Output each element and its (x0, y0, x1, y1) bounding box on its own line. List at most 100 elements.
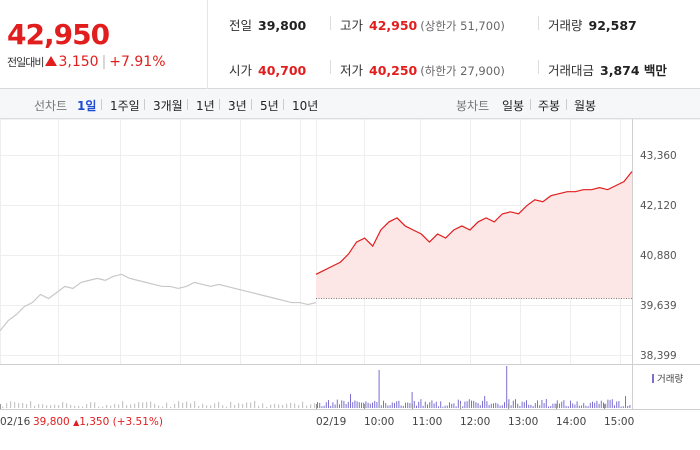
volume-bar (98, 406, 100, 408)
volume-bar (473, 400, 475, 408)
volume-bar (319, 402, 321, 408)
divider (283, 99, 284, 110)
volume-bar (310, 404, 312, 408)
volume-bar (583, 403, 585, 408)
volume-bar (629, 404, 631, 408)
tab-monthly-candle[interactable]: 월봉 (574, 99, 597, 113)
divider (330, 16, 331, 30)
stat-value: 40,250 (369, 63, 418, 78)
volume-bar (411, 392, 413, 408)
volume-bar (589, 402, 591, 408)
volume-bar (118, 404, 120, 408)
volume-bar (222, 405, 224, 408)
volume-bar (278, 404, 280, 408)
volume-bar (258, 405, 260, 408)
upper-limit: (상한가 51,700) (420, 19, 505, 33)
volume-bar (471, 400, 472, 408)
volume-legend-label: 거래량 (657, 373, 683, 385)
volume-bar (420, 399, 422, 408)
volume-bar (290, 402, 292, 408)
volume-bar (521, 401, 523, 408)
volume-bar (396, 401, 398, 408)
tab-5year[interactable]: 5년 (260, 99, 279, 113)
volume-bar (317, 402, 318, 408)
volume-bar (438, 406, 439, 408)
volume-bar (398, 400, 400, 408)
up-triangle-icon (45, 56, 58, 66)
volume-bar (138, 402, 140, 408)
stat-label: 거래대금 (548, 63, 595, 78)
x-tick-label: 13:00 (508, 416, 538, 428)
x-tick-label: 15:00 (604, 416, 634, 428)
x-tick-label: 02/16 (0, 416, 31, 428)
volume-bar (526, 400, 527, 408)
up-triangle-icon: ▲ (73, 418, 80, 427)
volume-bar (22, 403, 24, 408)
tab-10year[interactable]: 10년 (292, 99, 319, 113)
volume-bar (282, 404, 284, 408)
volume-bar (70, 404, 72, 408)
volume-bar (490, 403, 492, 408)
tab-3month[interactable]: 3개월 (153, 99, 183, 113)
tab-1day[interactable]: 1일 (77, 99, 97, 113)
stat-value: 40,700 (258, 63, 307, 78)
volume-bar (254, 401, 256, 408)
stat-label: 저가 (340, 63, 364, 78)
today-area-fill (316, 171, 632, 299)
volume-bar (321, 406, 323, 408)
volume-bar (238, 403, 240, 408)
divider (219, 99, 220, 110)
volume-bar (528, 404, 530, 408)
volume-bar (34, 405, 36, 408)
tab-1year[interactable]: 1년 (196, 99, 215, 113)
volume-bar (182, 402, 184, 408)
tab-1week[interactable]: 1주일 (110, 99, 140, 113)
volume-bar (198, 406, 200, 408)
volume-bar (294, 403, 296, 408)
volume-bar (46, 405, 48, 408)
volume-bar (298, 405, 300, 408)
volume-bar (226, 406, 228, 408)
volume-bar (479, 405, 481, 408)
volume-bar (416, 405, 417, 408)
volume-bar (484, 396, 486, 408)
volume-bar (607, 399, 609, 408)
stat-label: 시가 (229, 63, 253, 78)
volume-bar (202, 403, 204, 408)
volume-bar (475, 402, 477, 408)
volume-bar (431, 400, 433, 408)
volume-bar (150, 401, 152, 408)
stat-label: 전일 (229, 18, 253, 33)
volume-bar (206, 405, 208, 408)
tab-daily-candle[interactable]: 일봉 (502, 99, 525, 113)
tab-weekly-candle[interactable]: 주봉 (538, 99, 561, 113)
stat-high: 고가 42,950 (상한가 51,700) (340, 15, 505, 34)
volume-bar (190, 403, 192, 408)
price-change: 전일대비 3,150 | +7.91% (7, 54, 166, 70)
volume-bar (433, 403, 435, 408)
volume-bar (376, 401, 378, 408)
y-axis: 43,360 42,120 40,880 39,639 38,399 (640, 150, 677, 362)
x-tick-label: 11:00 (412, 416, 442, 428)
volume-bar (532, 406, 534, 408)
volume-bar (394, 403, 395, 408)
volume-bar (418, 401, 420, 408)
prev-day-line (0, 273, 317, 332)
volume-bar (330, 405, 332, 408)
volume-bar (449, 402, 450, 408)
volume-bar (194, 401, 196, 408)
volume-bar (345, 404, 347, 408)
volume-bar (581, 405, 582, 408)
volume-bar (541, 399, 543, 408)
volume-bar (609, 400, 611, 408)
volume-bar (336, 399, 338, 408)
volume-bar (427, 404, 428, 408)
volume-bar (585, 405, 587, 408)
volume-bar (230, 401, 232, 408)
volume-bar (596, 400, 598, 408)
volume-bar (400, 405, 402, 408)
volume-bar (18, 403, 20, 408)
today-price-line (315, 171, 633, 275)
volume-bar (559, 403, 560, 408)
tab-3year[interactable]: 3년 (228, 99, 247, 113)
